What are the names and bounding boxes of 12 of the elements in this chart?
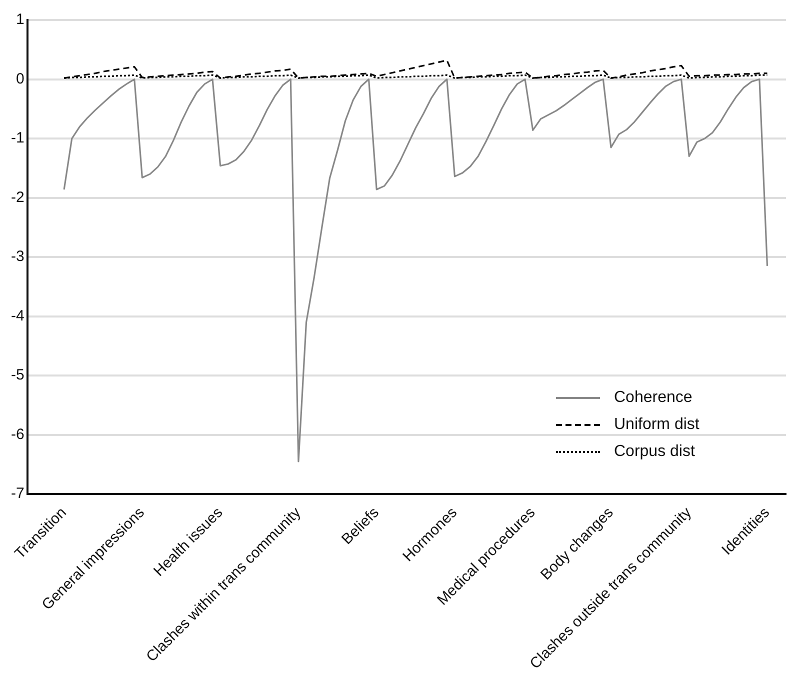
legend-label: Coherence [614,388,692,408]
y-tick-label: -4 [10,307,24,324]
y-tick-label: 1 [16,11,24,28]
y-tick-label: -6 [10,426,24,443]
y-tick-label: -2 [10,188,24,206]
legend-label: Corpus dist [614,442,695,462]
y-tick-label: -3 [10,248,24,266]
y-tick-label: 0 [16,70,24,88]
y-tick-label: -7 [10,485,24,502]
legend-label: Uniform dist [614,415,700,436]
y-tick-label: -1 [10,130,24,147]
y-tick-label: -5 [10,366,24,384]
